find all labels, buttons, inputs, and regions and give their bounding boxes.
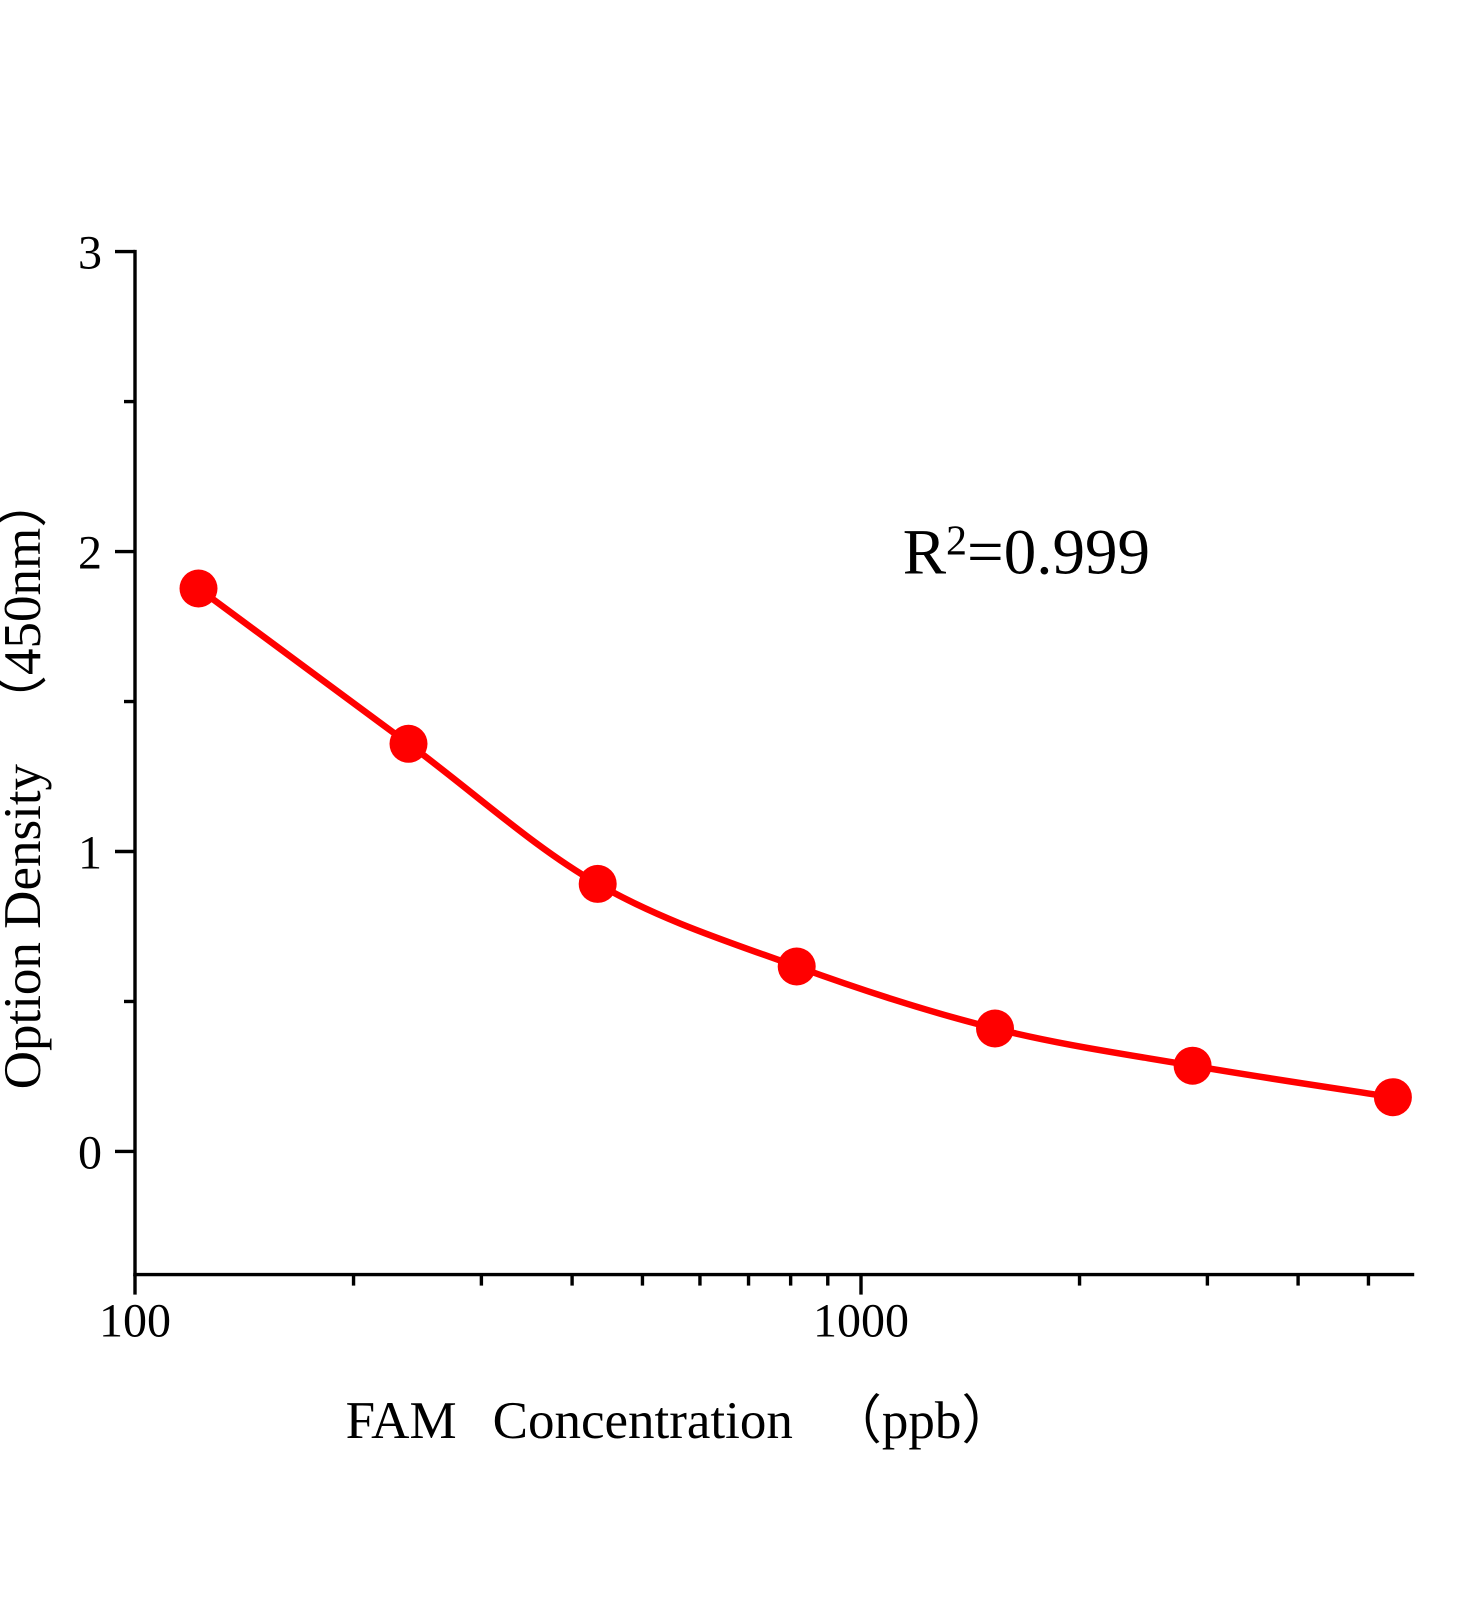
svg-text:Option Density（450nm）: Option Density（450nm） [0, 475, 52, 1090]
svg-text:3: 3 [78, 227, 102, 280]
svg-text:100: 100 [99, 1295, 171, 1348]
svg-text:1: 1 [78, 827, 102, 880]
svg-text:1000: 1000 [813, 1295, 909, 1348]
svg-text:0: 0 [78, 1126, 102, 1179]
svg-text:R2=0.999: R2=0.999 [903, 516, 1150, 588]
svg-text:2: 2 [78, 527, 102, 580]
